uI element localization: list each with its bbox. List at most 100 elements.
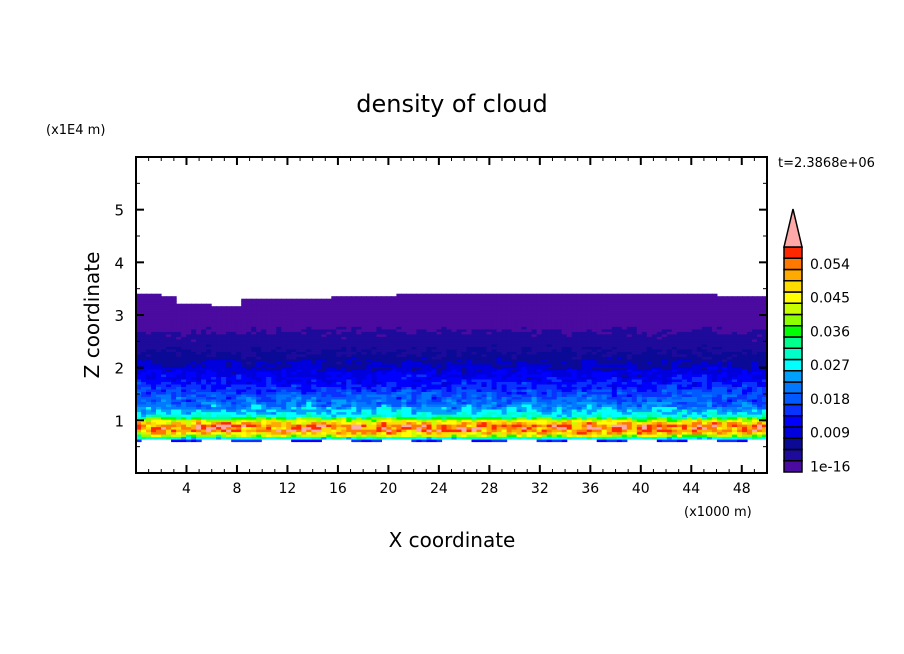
heatmap-cell	[576, 363, 583, 367]
heatmap-cell	[436, 383, 443, 387]
heatmap-cell	[591, 398, 598, 402]
heatmap-cell	[496, 401, 503, 405]
heatmap-cell	[211, 341, 217, 345]
heatmap-cell	[316, 426, 322, 430]
heatmap-cell	[611, 371, 618, 375]
heatmap-cell	[676, 368, 683, 372]
heatmap-cell	[171, 398, 177, 402]
heatmap-cell	[716, 403, 723, 407]
heatmap-cell	[731, 429, 738, 433]
heatmap-cell	[571, 368, 578, 372]
heatmap-cell	[737, 341, 743, 345]
heatmap-cell	[216, 396, 222, 400]
heatmap-cell	[631, 356, 638, 360]
heatmap-cell	[361, 398, 367, 402]
heatmap-cell	[156, 419, 162, 423]
heatmap-cell	[656, 431, 663, 435]
heatmap-cell	[161, 434, 167, 438]
heatmap-cell	[326, 358, 332, 362]
heatmap-cell	[376, 351, 382, 355]
heatmap-cell	[151, 393, 157, 397]
heatmap-cell	[566, 363, 573, 367]
heatmap-cell	[221, 436, 227, 440]
heatmap-cell	[541, 353, 548, 357]
heatmap-cell	[301, 358, 307, 362]
heatmap-cell	[631, 368, 638, 372]
heatmap-cell	[166, 416, 172, 420]
heatmap-cell	[661, 391, 668, 395]
heatmap-cell	[276, 356, 282, 360]
heatmap-cell	[231, 356, 237, 360]
heatmap-cell	[521, 436, 528, 440]
heatmap-cell	[651, 414, 658, 418]
heatmap-cell	[526, 348, 533, 352]
heatmap-cell	[606, 424, 613, 428]
heatmap-cell	[381, 393, 387, 397]
heatmap-cell	[136, 393, 142, 397]
heatmap-cell	[496, 351, 503, 355]
heatmap-cell	[496, 403, 503, 407]
heatmap-cell	[321, 371, 327, 375]
heatmap-cell	[656, 343, 663, 347]
heatmap-cell	[651, 411, 658, 415]
heatmap-cell	[406, 346, 412, 350]
heatmap-cell	[361, 421, 367, 425]
heatmap-cell	[196, 406, 202, 410]
heatmap-cell	[156, 409, 162, 413]
heatmap-cell	[156, 366, 162, 370]
heatmap-cell	[541, 358, 548, 362]
heatmap-cell	[366, 403, 372, 407]
heatmap-cell	[556, 368, 563, 372]
heatmap-cell	[451, 411, 458, 415]
heatmap-cell	[476, 406, 483, 410]
heatmap-cell	[591, 416, 598, 420]
heatmap-cell	[762, 429, 768, 433]
heatmap-cell	[236, 388, 242, 392]
heatmap-cell	[181, 416, 187, 420]
heatmap-cell	[636, 361, 643, 365]
heatmap-cell	[731, 353, 738, 357]
heatmap-cell	[696, 343, 703, 347]
heatmap-cell	[491, 351, 498, 355]
heatmap-cell	[591, 366, 598, 370]
heatmap-cell	[276, 386, 282, 390]
heatmap-cell	[176, 436, 182, 440]
heatmap-cell	[141, 401, 147, 405]
heatmap-cell	[581, 409, 588, 413]
heatmap-cell	[396, 358, 402, 362]
heatmap-cell	[616, 439, 623, 443]
heatmap-cell	[681, 373, 688, 377]
heatmap-cell	[226, 393, 232, 397]
heatmap-cell	[151, 414, 157, 418]
heatmap-cell	[661, 424, 668, 428]
heatmap-cell	[211, 398, 217, 402]
heatmap-cell	[601, 419, 608, 423]
heatmap-cell	[606, 381, 613, 385]
heatmap-cell	[686, 403, 693, 407]
heatmap-cell	[391, 351, 397, 355]
heatmap-cell	[716, 381, 723, 385]
heatmap-cell	[536, 424, 543, 428]
heatmap-cell	[636, 403, 643, 407]
heatmap-cell	[296, 388, 302, 392]
heatmap-cell	[381, 356, 387, 360]
heatmap-cell	[376, 426, 382, 430]
heatmap-cell	[206, 346, 212, 350]
heatmap-cell	[691, 431, 698, 435]
heatmap-cell	[581, 426, 588, 430]
heatmap-cell	[651, 346, 658, 350]
heatmap-cell	[616, 411, 623, 415]
heatmap-cell	[286, 361, 292, 365]
heatmap-cell	[626, 358, 633, 362]
heatmap-cell	[601, 401, 608, 405]
heatmap-cell	[711, 393, 718, 397]
heatmap-cell	[151, 388, 157, 392]
heatmap-cell	[331, 401, 337, 405]
heatmap-cell	[201, 416, 207, 420]
heatmap-cell	[666, 421, 673, 425]
heatmap-cell	[561, 386, 568, 390]
heatmap-cell	[681, 393, 688, 397]
heatmap-cell	[426, 424, 433, 428]
heatmap-cell	[431, 439, 438, 443]
heatmap-cell	[206, 363, 212, 367]
